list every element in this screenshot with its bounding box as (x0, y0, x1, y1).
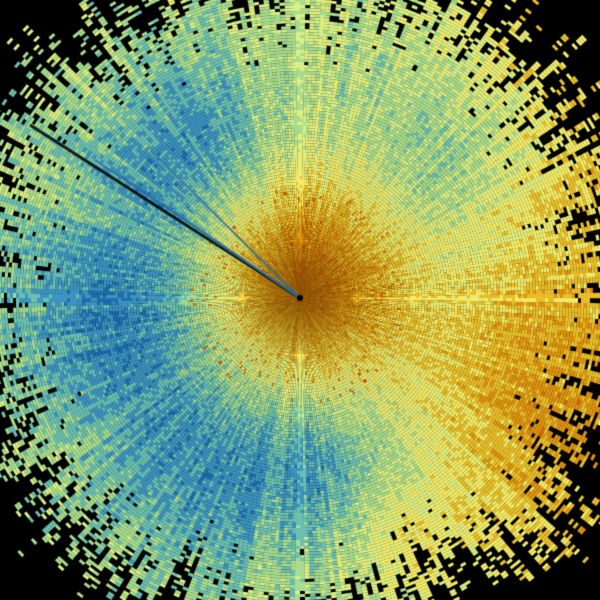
radar-scan-canvas (0, 0, 600, 600)
radar-image (0, 0, 600, 600)
